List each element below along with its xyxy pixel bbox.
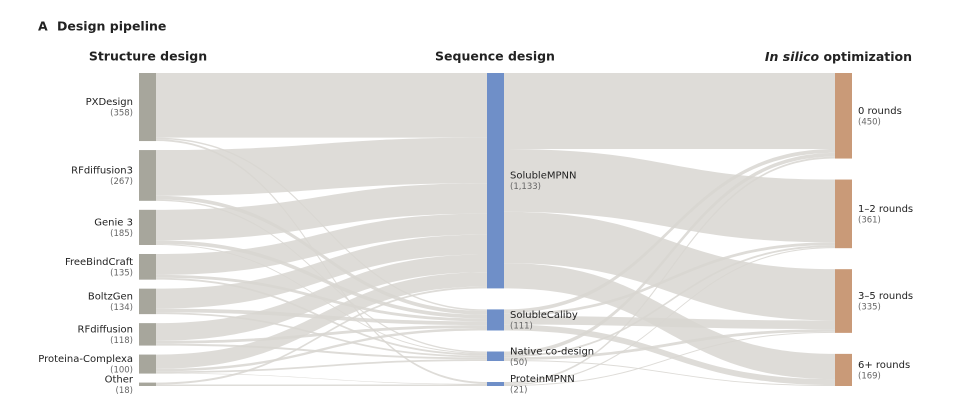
node-label: 1–2 rounds — [858, 204, 913, 215]
panel-label: A — [38, 19, 48, 34]
node — [139, 354, 156, 374]
link — [504, 149, 835, 243]
link — [156, 373, 487, 385]
link — [504, 156, 835, 384]
node — [487, 382, 504, 386]
link — [156, 137, 487, 196]
node-value-label: (135) — [110, 268, 133, 278]
link — [504, 73, 835, 150]
column-title: In silico optimization — [765, 49, 912, 64]
chart-title: Design pipeline — [57, 19, 166, 34]
node-value-label: (118) — [110, 336, 133, 346]
link — [156, 384, 487, 386]
node-label: BoltzGen — [88, 291, 133, 302]
link — [504, 331, 835, 386]
link — [156, 286, 487, 385]
node — [835, 353, 852, 386]
link — [156, 359, 487, 374]
link — [156, 195, 487, 315]
node — [835, 269, 852, 333]
link — [504, 324, 835, 386]
node — [487, 309, 504, 331]
node-label: 3–5 rounds — [858, 291, 913, 302]
node-value-label: (335) — [858, 303, 881, 313]
link — [504, 245, 835, 358]
node-value-label: (50) — [510, 358, 527, 368]
link — [156, 73, 487, 138]
link — [504, 329, 835, 361]
node — [139, 382, 156, 386]
node-label: Proteina-Complexa — [38, 354, 133, 365]
link — [504, 360, 835, 386]
node-label: Other — [105, 374, 134, 385]
column-title-italic: In silico — [765, 49, 820, 64]
node — [139, 253, 156, 280]
node — [487, 351, 504, 362]
node-label: Native co-design — [510, 346, 594, 357]
node — [139, 150, 156, 201]
node-label: PXDesign — [86, 97, 133, 108]
link — [156, 343, 487, 360]
link — [156, 213, 487, 275]
node — [139, 323, 156, 346]
node-value-label: (100) — [110, 366, 133, 376]
node-label: Genie 3 — [94, 217, 133, 228]
node-value-label: (169) — [858, 371, 881, 381]
node-value-label: (267) — [110, 177, 133, 187]
node-value-label: (1,133) — [510, 182, 541, 192]
link — [156, 183, 487, 241]
node-value-label: (18) — [116, 386, 133, 396]
node — [139, 73, 156, 142]
link — [156, 328, 487, 372]
node-label: SolubleCaliby — [510, 310, 578, 321]
node-value-label: (358) — [110, 109, 133, 119]
link — [156, 139, 487, 384]
node — [139, 209, 156, 245]
node-value-label: (361) — [858, 215, 881, 225]
column-title: Sequence design — [435, 49, 555, 64]
node-value-label: (21) — [510, 386, 527, 396]
node-label: RFdiffusion3 — [71, 165, 133, 176]
node — [835, 179, 852, 249]
node-label: FreeBindCraft — [65, 257, 133, 268]
link — [156, 254, 487, 341]
node-value-label: (134) — [110, 303, 133, 313]
node-value-label: (450) — [858, 117, 881, 127]
link — [504, 316, 835, 330]
link — [504, 152, 835, 356]
node-value-label: (185) — [110, 229, 133, 239]
node-label: SolubleMPNN — [510, 171, 576, 182]
link — [504, 242, 835, 317]
link — [504, 149, 835, 314]
link — [156, 272, 487, 369]
node-label: RFdiffusion — [78, 324, 134, 335]
node — [487, 73, 504, 289]
link — [156, 234, 487, 309]
link — [156, 325, 487, 344]
node-value-label: (111) — [510, 321, 533, 331]
node-label: 6+ rounds — [858, 360, 910, 371]
node-label: 0 rounds — [858, 106, 902, 117]
column-title-rest: optimization — [823, 49, 912, 64]
link — [504, 211, 835, 321]
node — [835, 73, 852, 159]
node — [139, 288, 156, 315]
link — [504, 247, 835, 386]
column-title: Structure design — [89, 49, 207, 64]
node-label: ProteinMPNN — [510, 374, 575, 385]
